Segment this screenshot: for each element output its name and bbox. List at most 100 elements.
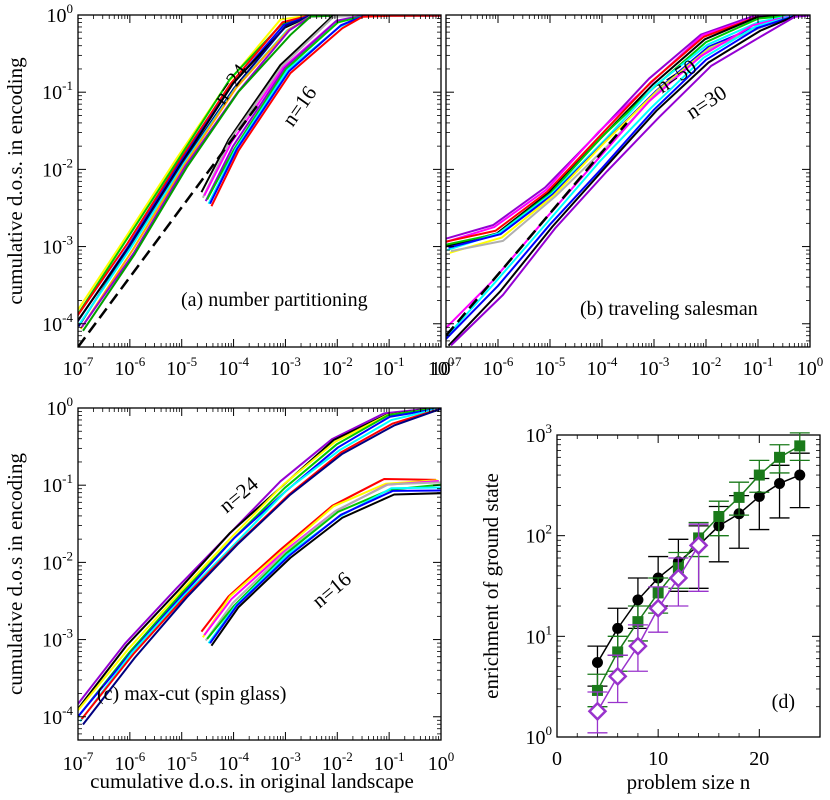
curve-green (206, 483, 441, 640)
x-tick-label: 10 (648, 748, 668, 770)
y-tick-label: 103 (526, 421, 553, 447)
data-point (753, 469, 765, 481)
y-tick-label: 100 (47, 1, 74, 27)
x-tick-label: 100 (428, 354, 455, 380)
curve-gray (201, 15, 441, 199)
y-axis-label: cumulative d.o.s in encoding (3, 452, 27, 695)
curve-blue (446, 15, 810, 340)
y-tick-label: 10-4 (42, 310, 73, 336)
curve-black (210, 492, 441, 647)
curve-blue (209, 489, 441, 644)
data-point (632, 616, 644, 628)
panel-c: 10-7 10-6 10-5 10-4 10-3 10-2 10-1 100 10-4 10-3 1… (3, 394, 454, 775)
curve-green (446, 15, 810, 246)
panel-label: (c) max-cut (spin glass) (97, 683, 286, 705)
y-tick-label: 100 (47, 394, 74, 420)
data-point (591, 656, 603, 668)
x-tick-label: 10-4 (587, 354, 618, 380)
curve-yellow (78, 408, 441, 712)
x-tick-label: 10-7 (431, 354, 462, 380)
curves (78, 408, 441, 726)
y-tick-label: 100 (526, 723, 553, 749)
x-tick-label: 10-2 (322, 354, 353, 380)
x-tick-label: 10-2 (322, 749, 353, 775)
panel-a: 10-7 10-6 10-5 10-4 10-3 10-2 10-1 100 10-4 10-3 1… (3, 1, 454, 380)
curve-black (447, 15, 810, 347)
curve-navy (82, 408, 441, 726)
y-tick-label: 101 (526, 622, 553, 648)
curve-cyan (79, 408, 441, 722)
data-point (794, 440, 806, 452)
data-point (668, 568, 689, 588)
curve-green (206, 15, 441, 200)
x-tick-label: 0 (552, 748, 562, 770)
curve-gray (204, 481, 441, 642)
curve-navy (78, 15, 441, 327)
curve-red (446, 15, 810, 243)
y-tick-label: 10-1 (42, 78, 73, 104)
curve-red (78, 15, 441, 317)
y-tick-label: 10-1 (42, 471, 73, 497)
x-tick-label: 10-4 (218, 749, 249, 775)
y-tick-label: 10-2 (42, 548, 73, 574)
x-axis-label-bottom: cumulative d.o.s. in original landscape (90, 769, 414, 793)
x-tick-label: 10-1 (374, 749, 405, 775)
x-tick-label: 20 (749, 748, 769, 770)
curve-blue (78, 408, 441, 717)
curve-label: n=16 (307, 567, 356, 613)
x-tick-label: 10-2 (691, 354, 722, 380)
data-point (774, 451, 786, 463)
plot-frame (556, 434, 821, 738)
data-point (753, 490, 765, 502)
curve-orange (79, 15, 441, 330)
data-point (713, 511, 725, 523)
x-tick-label: 100 (428, 749, 455, 775)
x-tick-label: 10-7 (63, 354, 94, 380)
panel-label: (a) number partitioning (181, 289, 368, 311)
curve-red (210, 15, 441, 207)
reference-line-dashed (78, 103, 260, 347)
y-tick-label: 10-4 (42, 703, 73, 729)
curve-black (446, 15, 810, 248)
data-point (591, 684, 603, 696)
y-axis-label: enrichment of ground state (479, 473, 503, 699)
x-tick-label: 10-3 (639, 354, 670, 380)
x-axis-label: problem size n (627, 770, 751, 794)
data-point (587, 701, 608, 722)
series-diamond-open (587, 523, 709, 734)
curve-purple (204, 15, 441, 202)
x-tick-label: 10-7 (63, 749, 94, 775)
curve-magenta (446, 15, 810, 330)
curve-red (80, 408, 441, 720)
data-point (607, 666, 628, 687)
curve-blue (78, 15, 441, 323)
y-tick-label: 10-2 (42, 155, 73, 181)
y-tick-label: 102 (526, 522, 553, 548)
data-point (733, 491, 745, 503)
curve-purple (81, 15, 441, 328)
curve-cyan (446, 15, 810, 339)
curve-yellow (202, 479, 438, 638)
panel-label: (d) (772, 691, 795, 713)
x-tick-label: 10-6 (483, 354, 514, 380)
data-point (628, 636, 648, 656)
data-point (794, 469, 806, 481)
x-tick-label: 10-3 (270, 749, 301, 775)
x-tick-label: 10-5 (166, 749, 197, 775)
x-tick-label: 10-6 (114, 749, 145, 775)
curve-green (78, 408, 441, 719)
x-tick-label: 10-1 (374, 354, 405, 380)
reference-line-dashed (446, 122, 628, 337)
data-point (688, 535, 709, 556)
curve-black (78, 408, 441, 711)
panel-label: (b) traveling salesman (580, 298, 758, 320)
y-tick-label: 10-3 (42, 233, 73, 259)
data-point (774, 477, 786, 489)
data-point (612, 622, 624, 634)
curve-purple (450, 15, 810, 347)
curve-label: n=16 (277, 81, 322, 130)
curves (78, 15, 441, 347)
panel-b: 10-7 10-6 10-5 10-4 10-3 10-2 10-1 100n=50n=30(… (431, 14, 823, 380)
data-point (648, 598, 668, 619)
